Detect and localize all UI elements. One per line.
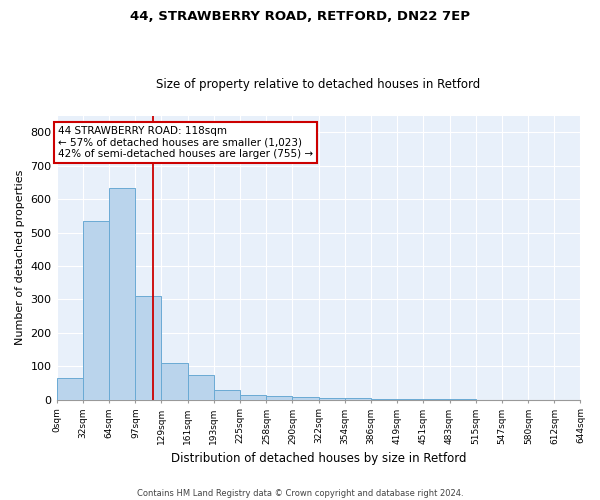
- Bar: [292, 397, 319, 400]
- Bar: [344, 398, 371, 400]
- Title: Size of property relative to detached houses in Retford: Size of property relative to detached ho…: [157, 78, 481, 91]
- Bar: [214, 390, 239, 400]
- Bar: [266, 396, 292, 400]
- Bar: [136, 296, 161, 400]
- Bar: [319, 398, 344, 400]
- Y-axis label: Number of detached properties: Number of detached properties: [15, 170, 25, 346]
- Bar: [397, 399, 424, 400]
- Bar: [161, 363, 188, 400]
- Bar: [371, 398, 397, 400]
- Text: Contains HM Land Registry data © Crown copyright and database right 2024.: Contains HM Land Registry data © Crown c…: [137, 488, 463, 498]
- Bar: [56, 378, 83, 400]
- X-axis label: Distribution of detached houses by size in Retford: Distribution of detached houses by size …: [171, 452, 466, 465]
- Text: 44, STRAWBERRY ROAD, RETFORD, DN22 7EP: 44, STRAWBERRY ROAD, RETFORD, DN22 7EP: [130, 10, 470, 23]
- Bar: [109, 188, 136, 400]
- Bar: [188, 374, 214, 400]
- Bar: [83, 221, 109, 400]
- Bar: [239, 394, 266, 400]
- Text: 44 STRAWBERRY ROAD: 118sqm
← 57% of detached houses are smaller (1,023)
42% of s: 44 STRAWBERRY ROAD: 118sqm ← 57% of deta…: [58, 126, 313, 159]
